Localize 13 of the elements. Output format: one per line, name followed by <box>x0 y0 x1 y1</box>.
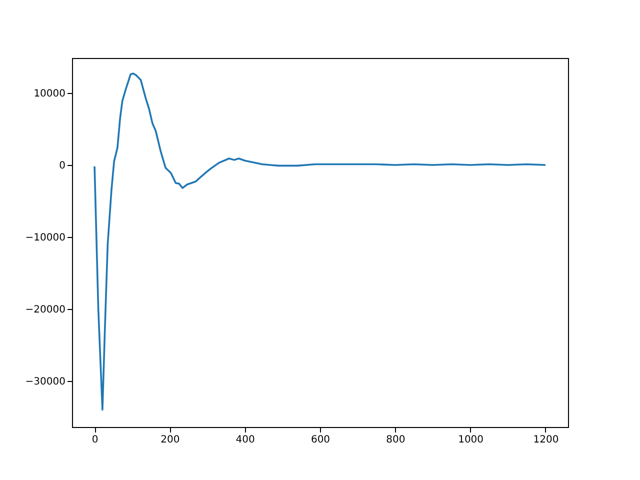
line-series <box>94 72 546 411</box>
x-tick-label: 200 <box>160 434 180 446</box>
y-tick-label: −10000 <box>25 232 66 244</box>
y-tick-label: −20000 <box>25 304 66 316</box>
x-tick-label: 800 <box>386 434 406 446</box>
x-tick-label: 600 <box>310 434 330 446</box>
y-tick-label: 0 <box>59 160 66 172</box>
x-tick-label: 1000 <box>458 434 484 446</box>
x-tick-label: 400 <box>236 434 255 446</box>
y-tick-label: 10000 <box>34 88 66 100</box>
x-tick-label: 1200 <box>533 434 559 446</box>
y-tick-label: −30000 <box>25 376 66 388</box>
x-tick-label: 0 <box>92 434 98 446</box>
